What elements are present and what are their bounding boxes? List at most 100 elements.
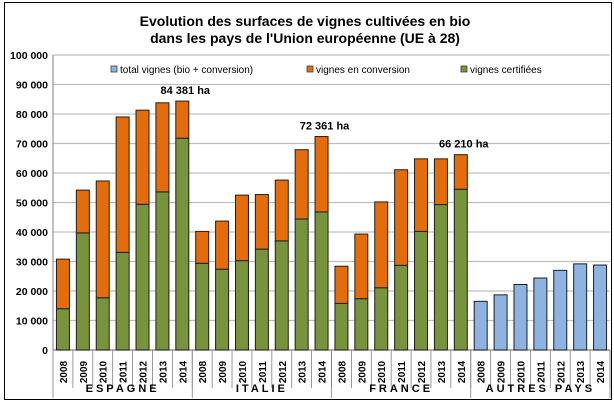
bar-certifiees (155, 191, 170, 351)
legend-swatch-certifiees (460, 65, 468, 73)
x-tick-label: 2010 (99, 360, 110, 383)
legend-label-conversion: vignes en conversion (316, 65, 410, 76)
y-tick-label: 50 000 (16, 198, 48, 210)
bar-conversion (453, 154, 468, 190)
bar-certifiees (354, 298, 369, 351)
bar-conversion (175, 100, 190, 139)
x-tick-label: 2011 (397, 361, 408, 383)
y-tick-label: 0 (42, 345, 48, 357)
x-tick-label: 2014 (178, 360, 189, 383)
y-tick-label: 30 000 (16, 257, 48, 269)
x-tick-label: 2009 (497, 360, 508, 383)
bar-conversion (195, 230, 210, 264)
bar-conversion (354, 233, 369, 300)
x-tick-label: 2009 (357, 360, 368, 383)
legend-swatch-conversion (306, 65, 314, 73)
bar-conversion (115, 116, 130, 253)
x-tick-label: 2013 (298, 360, 309, 383)
chart-title: Evolution des surfaces de vignes cultivé… (140, 13, 471, 29)
bar-conversion (215, 220, 230, 270)
bar-conversion (433, 158, 448, 206)
bar-certifiees (115, 251, 130, 351)
chart-title: dans les pays de l'Union européenne (UE … (150, 30, 460, 46)
y-tick-label: 70 000 (16, 139, 48, 151)
x-tick-label: 2009 (218, 360, 229, 383)
x-tick-label: 2012 (556, 360, 567, 383)
x-tick-label: 2014 (596, 360, 607, 383)
bar-total (553, 269, 568, 351)
bar-certifiees (394, 264, 409, 351)
bar-certifiees (95, 297, 110, 351)
group-label: FRANCE (369, 383, 433, 395)
y-tick-label: 20 000 (16, 286, 48, 298)
bar-conversion (314, 136, 329, 213)
legend-label-certifiees: vignes certifiées (470, 65, 542, 76)
bar-certifiees (374, 287, 389, 351)
bar-certifiees (135, 203, 150, 351)
y-tick-label: 90 000 (16, 80, 48, 92)
x-tick-label: 2010 (516, 360, 527, 383)
x-tick-label: 2012 (139, 360, 150, 383)
bar-certifiees (234, 260, 249, 351)
y-tick-label: 10 000 (16, 316, 48, 328)
legend-label-total: total vignes (bio + conversion) (120, 65, 253, 76)
bar-total (593, 264, 608, 351)
bar-certifiees (274, 240, 289, 351)
bar-certifiees (175, 137, 190, 351)
chart-frame (4, 2, 612, 400)
bar-conversion (334, 265, 349, 304)
bar-conversion (135, 109, 150, 205)
bar-total (513, 284, 528, 351)
bar-certifiees (215, 268, 230, 351)
data-label-total: 72 361 ha (300, 121, 350, 133)
bar-conversion (374, 201, 389, 289)
bar-certifiees (453, 188, 468, 351)
group-label: ESPAGNE (86, 383, 160, 395)
group-label: ITALIE (236, 383, 288, 395)
bar-conversion (394, 169, 409, 266)
x-tick-label: 2013 (158, 360, 169, 383)
bar-conversion (254, 194, 269, 250)
x-tick-label: 2010 (377, 360, 388, 383)
bar-certifiees (294, 218, 309, 351)
bar-certifiees (254, 248, 269, 351)
x-tick-label: 2011 (258, 361, 269, 383)
x-tick-label: 2012 (417, 360, 428, 383)
y-tick-label: 60 000 (16, 168, 48, 180)
x-tick-label: 2008 (337, 360, 348, 383)
y-tick-label: 100 000 (10, 50, 48, 62)
legend-swatch-total (110, 65, 118, 73)
x-tick-label: 2012 (278, 360, 289, 383)
x-tick-label: 2013 (576, 360, 587, 383)
bar-conversion (75, 189, 90, 234)
x-tick-label: 2014 (318, 360, 329, 383)
bar-conversion (294, 149, 309, 220)
x-tick-label: 2011 (119, 361, 130, 383)
x-tick-label: 2008 (198, 360, 209, 383)
bar-total (533, 277, 548, 351)
bar-certifiees (334, 302, 349, 351)
y-tick-label: 40 000 (16, 227, 48, 239)
bar-conversion (155, 102, 170, 193)
x-tick-label: 2009 (79, 360, 90, 383)
bar-certifiees (314, 211, 329, 351)
bar-conversion (55, 258, 70, 310)
data-label-total: 66 210 ha (439, 139, 489, 151)
bar-conversion (234, 194, 249, 262)
bar-total (473, 300, 488, 351)
bar-conversion (95, 180, 110, 299)
bar-certifiees (195, 262, 210, 351)
data-label-total: 84 381 ha (161, 85, 211, 97)
bar-certifiees (414, 230, 429, 351)
y-tick-label: 80 000 (16, 109, 48, 121)
x-tick-label: 2011 (536, 361, 547, 383)
x-tick-label: 2008 (59, 360, 70, 383)
group-label: AUTRES PAYS (486, 383, 595, 395)
x-tick-label: 2013 (437, 360, 448, 383)
bar-conversion (274, 179, 289, 242)
bar-certifiees (55, 308, 70, 351)
x-tick-label: 2008 (477, 360, 488, 383)
x-tick-label: 2010 (238, 360, 249, 383)
bar-conversion (414, 158, 429, 232)
